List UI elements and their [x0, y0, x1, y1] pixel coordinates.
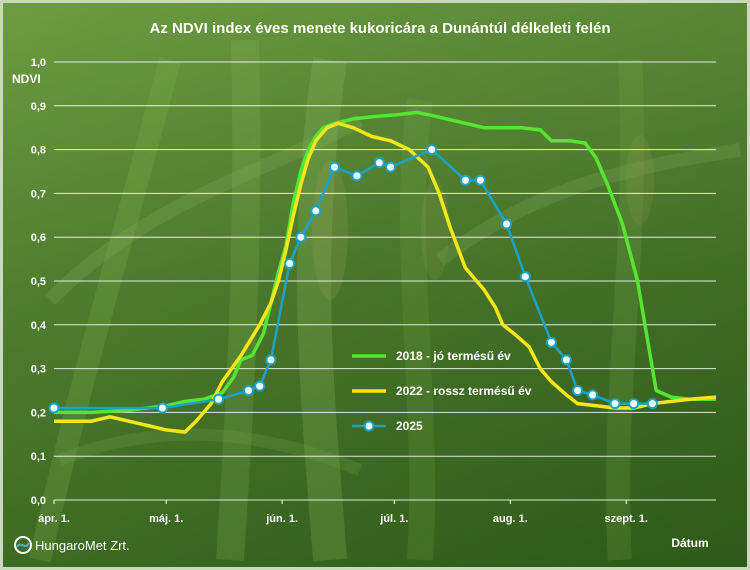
legend-label: 2025	[396, 419, 423, 433]
x-tick-label: szept. 1.	[605, 513, 648, 525]
series-point	[351, 170, 363, 182]
x-axis-ticks: ápr. 1. máj. 1. jún. 1. júl. 1. aug. 1. szept…	[38, 500, 648, 525]
y-tick-label: 0,4	[31, 320, 47, 332]
y-tick-label: 0,8	[31, 145, 46, 157]
series-point	[329, 161, 341, 173]
x-axis-label: Dátum	[671, 536, 708, 550]
series-point	[560, 354, 572, 366]
logo-wave-icon	[16, 542, 30, 548]
series-point	[572, 385, 584, 396]
y-tick-label: 1,0	[31, 57, 46, 69]
series-point	[587, 389, 599, 401]
y-tick-label: 0,7	[31, 188, 46, 200]
legend-label: 2022 - rossz termésű év	[396, 384, 532, 398]
series-point	[310, 205, 322, 217]
series-point	[213, 393, 225, 405]
y-axis-label: NDVI	[12, 72, 41, 86]
y-tick-label: 0,6	[31, 232, 46, 244]
series-point	[373, 157, 385, 169]
series-point	[156, 402, 168, 414]
series-point	[254, 380, 266, 392]
series-point	[609, 398, 621, 410]
hungaromet-logo: HungaroMet Zrt.	[14, 536, 130, 554]
foliage-background	[3, 3, 747, 567]
y-tick-label: 0,2	[31, 407, 46, 419]
y-tick-label: 0,9	[31, 101, 46, 113]
x-tick-label: aug. 1.	[493, 513, 528, 525]
y-tick-label: 0,5	[31, 276, 46, 288]
legend-marker	[363, 420, 375, 432]
logo-text: HungaroMet Zrt.	[35, 538, 130, 553]
series-point	[519, 271, 531, 283]
gridlines	[54, 61, 716, 501]
y-axis-ticks: 0,0 0,1 0,2 0,3 0,4 0,5 0,6 0,7 0,8 0,9 1,0	[31, 57, 47, 507]
y-tick-label: 0,3	[31, 364, 46, 376]
series-point	[501, 218, 513, 230]
series-point	[295, 231, 307, 243]
legend-label: 2018 - jó termésű év	[396, 349, 511, 363]
y-tick-label: 0,0	[31, 495, 46, 507]
legend: 2018 - jó termésű év 2022 - rossz termésű…	[352, 349, 532, 433]
series-point	[628, 398, 640, 410]
chart-title: Az NDVI index éves menete kukoricára a D…	[150, 20, 611, 37]
series-point	[48, 402, 60, 414]
series-group	[48, 110, 717, 434]
series-point	[265, 354, 277, 366]
series-point	[426, 144, 438, 156]
series-point	[385, 161, 397, 173]
logo-icon	[14, 536, 32, 554]
series-line-1	[54, 110, 716, 415]
series-point	[242, 385, 254, 396]
series-point	[459, 174, 471, 186]
series-point	[284, 257, 296, 269]
x-tick-label: máj. 1.	[149, 513, 183, 525]
series-point	[474, 174, 486, 186]
x-tick-label: jún. 1.	[265, 513, 298, 525]
series-point	[545, 336, 557, 348]
series-line-2	[54, 121, 717, 434]
x-tick-label: júl. 1.	[379, 513, 408, 525]
y-tick-label: 0,1	[31, 451, 46, 463]
series-point	[646, 398, 658, 410]
x-tick-label: ápr. 1.	[38, 513, 70, 525]
